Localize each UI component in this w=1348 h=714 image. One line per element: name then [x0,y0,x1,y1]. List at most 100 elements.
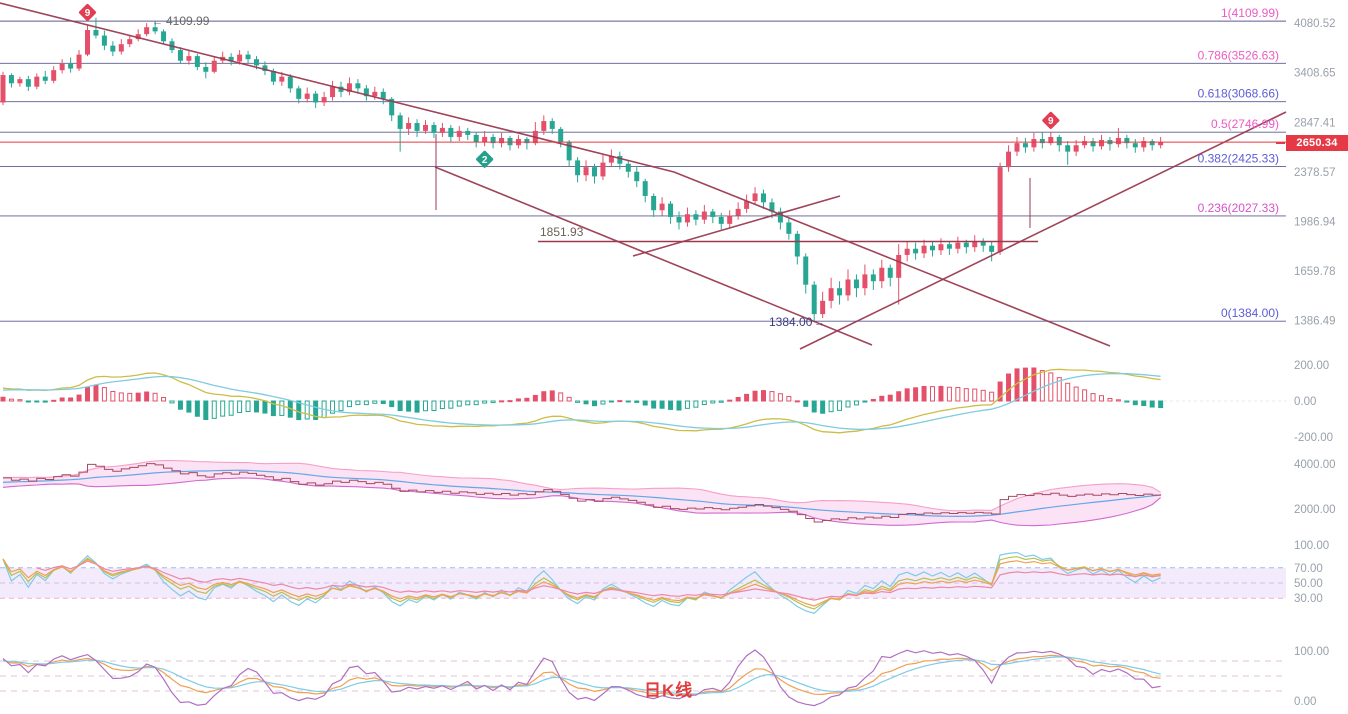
kdj-j-line [2,649,1161,707]
macd-histogram-bar [575,400,581,403]
candle-body [490,136,496,144]
macd-histogram-bar [752,390,758,402]
candle-body [676,216,682,223]
candle-body [304,93,310,99]
fib-label: 1(4109.99) [1221,6,1279,20]
macd-axis-label: 200.00 [1294,360,1329,372]
macd-histogram-bar [1048,372,1054,402]
candle-body [262,65,268,71]
candle-body [870,274,876,282]
candle-body [456,130,462,137]
macd-histogram-bar [507,400,513,403]
candle-body [744,201,750,209]
candle-body [938,244,944,251]
fib-label: 0.618(3068.66) [1198,87,1279,101]
candle-body [575,160,581,176]
candle-body [203,66,209,72]
macd-histogram-bar [0,396,6,402]
macd-histogram-bar [439,400,445,410]
macd-histogram-bar [118,392,124,402]
macd-histogram-bar [1158,400,1164,409]
candle-body [777,211,783,223]
macd-histogram-bar [346,400,352,408]
macd-histogram-bar [203,400,209,421]
candle-body [1006,151,1012,168]
macd-histogram-bar [693,400,699,408]
macd-histogram-bar [592,400,597,407]
macd-histogram-bar [668,400,674,410]
macd-histogram-bar [135,392,141,402]
macd-histogram-bar [972,388,978,402]
candle-body [1014,143,1020,152]
candle-body [930,245,935,251]
candle-body [1031,139,1037,148]
fib-label: 0.786(3526.63) [1198,48,1279,62]
candle-body [600,162,606,177]
macd-histogram-bar [42,400,48,403]
macd-histogram-bar [1006,373,1012,402]
candle-body [1158,142,1164,146]
candle-body [794,233,800,257]
candle-body [769,202,775,212]
candle-body [1065,145,1071,152]
candle-body [752,193,758,202]
candle-body [355,83,361,89]
macd-histogram-bar [220,400,226,417]
kdj-axis-label: 100.00 [1294,646,1329,658]
candle-body [710,211,716,217]
boll-axis-label: 4000.00 [1294,459,1336,471]
macd-histogram-bar [279,400,285,416]
macd-histogram-bar [946,386,952,402]
rsi-line-9 [2,556,1161,610]
macd-histogram-bar [397,400,403,412]
candle-body [237,54,243,62]
candle-body [921,245,927,254]
candle-body [228,56,234,62]
candle-body [1039,139,1045,144]
candle-body [1056,136,1062,146]
boll-axis-label: 2000.00 [1294,504,1336,516]
candle-body [634,171,640,182]
candle-body [254,59,259,66]
candle-body [811,284,817,315]
macd-histogram-bar [245,400,251,413]
macd-histogram-bar [913,387,919,402]
candle-body [389,98,395,116]
candle-body [439,127,445,133]
candle-body [549,121,555,129]
macd-histogram-bar [761,390,766,402]
macd-histogram-bar [161,396,167,402]
macd-histogram-bar [499,400,505,403]
macd-histogram-bar [194,400,200,417]
macd-histogram-bar [296,400,302,421]
candle-body [879,267,885,282]
macd-histogram-bar [228,400,234,416]
candle-body [68,63,74,69]
rsi-line-6 [2,551,1161,614]
rsi-line-24 [36,560,1161,601]
macd-histogram-bar [127,392,133,402]
macd-histogram-bar [820,400,826,414]
macd-histogram-bar [583,400,589,405]
price-axis-label: 2847.41 [1294,117,1336,129]
candle-body [1048,136,1054,144]
macd-histogram-bar [794,400,800,403]
macd-histogram-bar [651,400,657,409]
macd-histogram-bar [1090,393,1096,402]
candle-body [363,88,369,97]
macd-histogram-bar [389,400,395,408]
macd-histogram-bar [254,400,259,413]
candle-body [1115,137,1121,145]
candle-body [330,86,336,98]
candle-body [431,124,437,133]
candle-body [693,214,699,220]
macd-histogram-bar [828,400,834,413]
macd-histogram-bar [955,386,961,402]
macd-histogram-bar [710,400,716,404]
candle-body [270,70,276,82]
candle-body [423,124,428,131]
macd-histogram-bar [380,400,386,405]
macd-histogram-bar [1107,398,1113,402]
